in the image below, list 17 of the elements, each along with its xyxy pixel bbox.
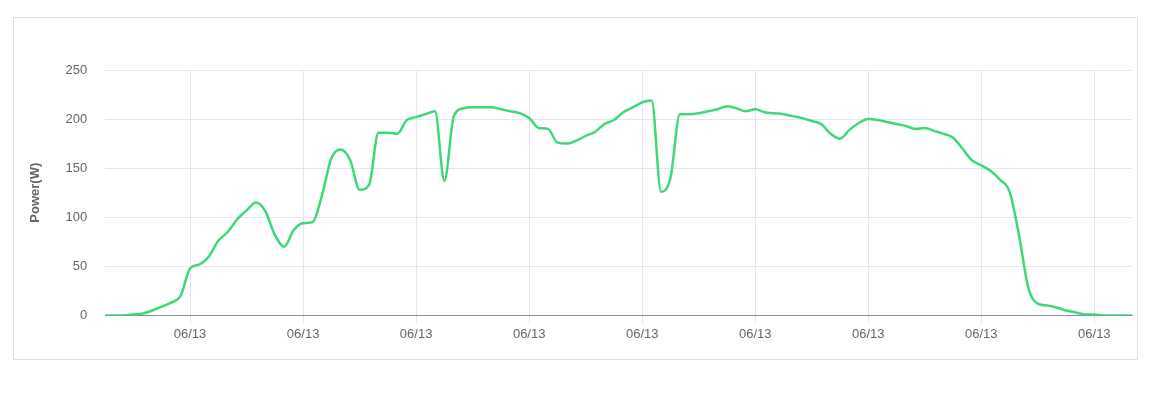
x-tick-label: 06/13	[851, 325, 885, 341]
x-tick-label: 06/13	[738, 325, 772, 341]
x-tick-label: 06/13	[286, 325, 320, 341]
y-axis-title: Power(W)	[27, 162, 43, 223]
y-tick-label: 250	[65, 61, 88, 77]
x-tick-label: 06/13	[173, 325, 207, 341]
y-tick-label: 150	[65, 159, 88, 175]
x-tick-label: 06/13	[399, 325, 433, 341]
x-tick-label: 06/13	[965, 325, 998, 341]
y-tick-label: 100	[65, 208, 88, 224]
x-tick-label: 06/13	[1078, 325, 1111, 341]
line-series	[104, 99, 1134, 316]
y-tick-label: 200	[65, 110, 88, 126]
y-tick-label: 0	[80, 306, 88, 322]
x-tick-label: 06/13	[512, 325, 546, 341]
x-tick-label: 06/13	[625, 325, 659, 341]
y-tick-label: 50	[72, 257, 88, 273]
